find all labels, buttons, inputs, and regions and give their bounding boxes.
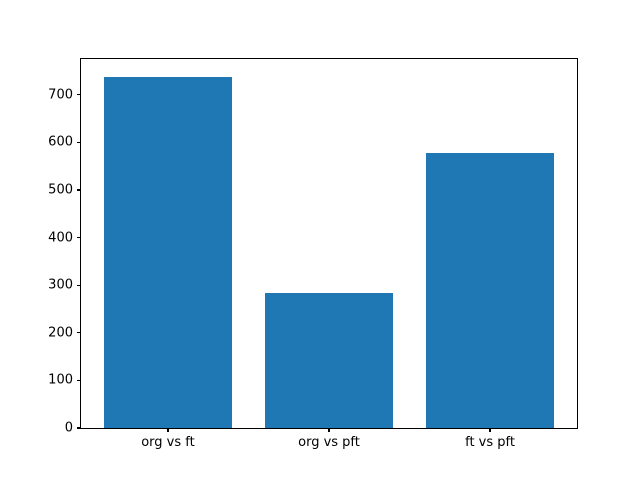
y-axis-tick [77,284,81,286]
y-axis-tick [77,141,81,143]
bar [425,153,555,428]
y-axis-tick-label: 300 [48,277,73,293]
x-axis-tick-label: org vs ft [141,435,195,450]
y-axis-tick-label: 600 [48,134,73,150]
y-axis-tick-label: 100 [48,372,73,388]
y-axis-tick [77,379,81,381]
x-axis-tick [328,428,330,432]
x-axis-tick [489,428,491,432]
y-axis-tick [77,332,81,334]
y-axis-tick-label: 200 [48,325,73,341]
x-axis-tick-label: org vs pft [298,435,360,450]
y-axis-tick [77,236,81,239]
x-axis-tick-label: ft vs pft [465,435,515,450]
bar [103,76,233,428]
y-axis-tick [77,427,81,429]
y-axis-tick [77,94,81,96]
bar [264,292,394,428]
y-axis-tick-label: 400 [48,230,73,246]
y-axis-tick-label: 700 [48,87,73,103]
x-axis-tick [167,428,169,432]
y-axis-tick [77,189,81,191]
y-axis-tick-label: 0 [64,420,73,436]
y-axis-tick-label: 500 [48,182,73,198]
plot-area: 0 100 200 300 400 500 600 700 org vs ft org vs pf… [48,58,578,449]
